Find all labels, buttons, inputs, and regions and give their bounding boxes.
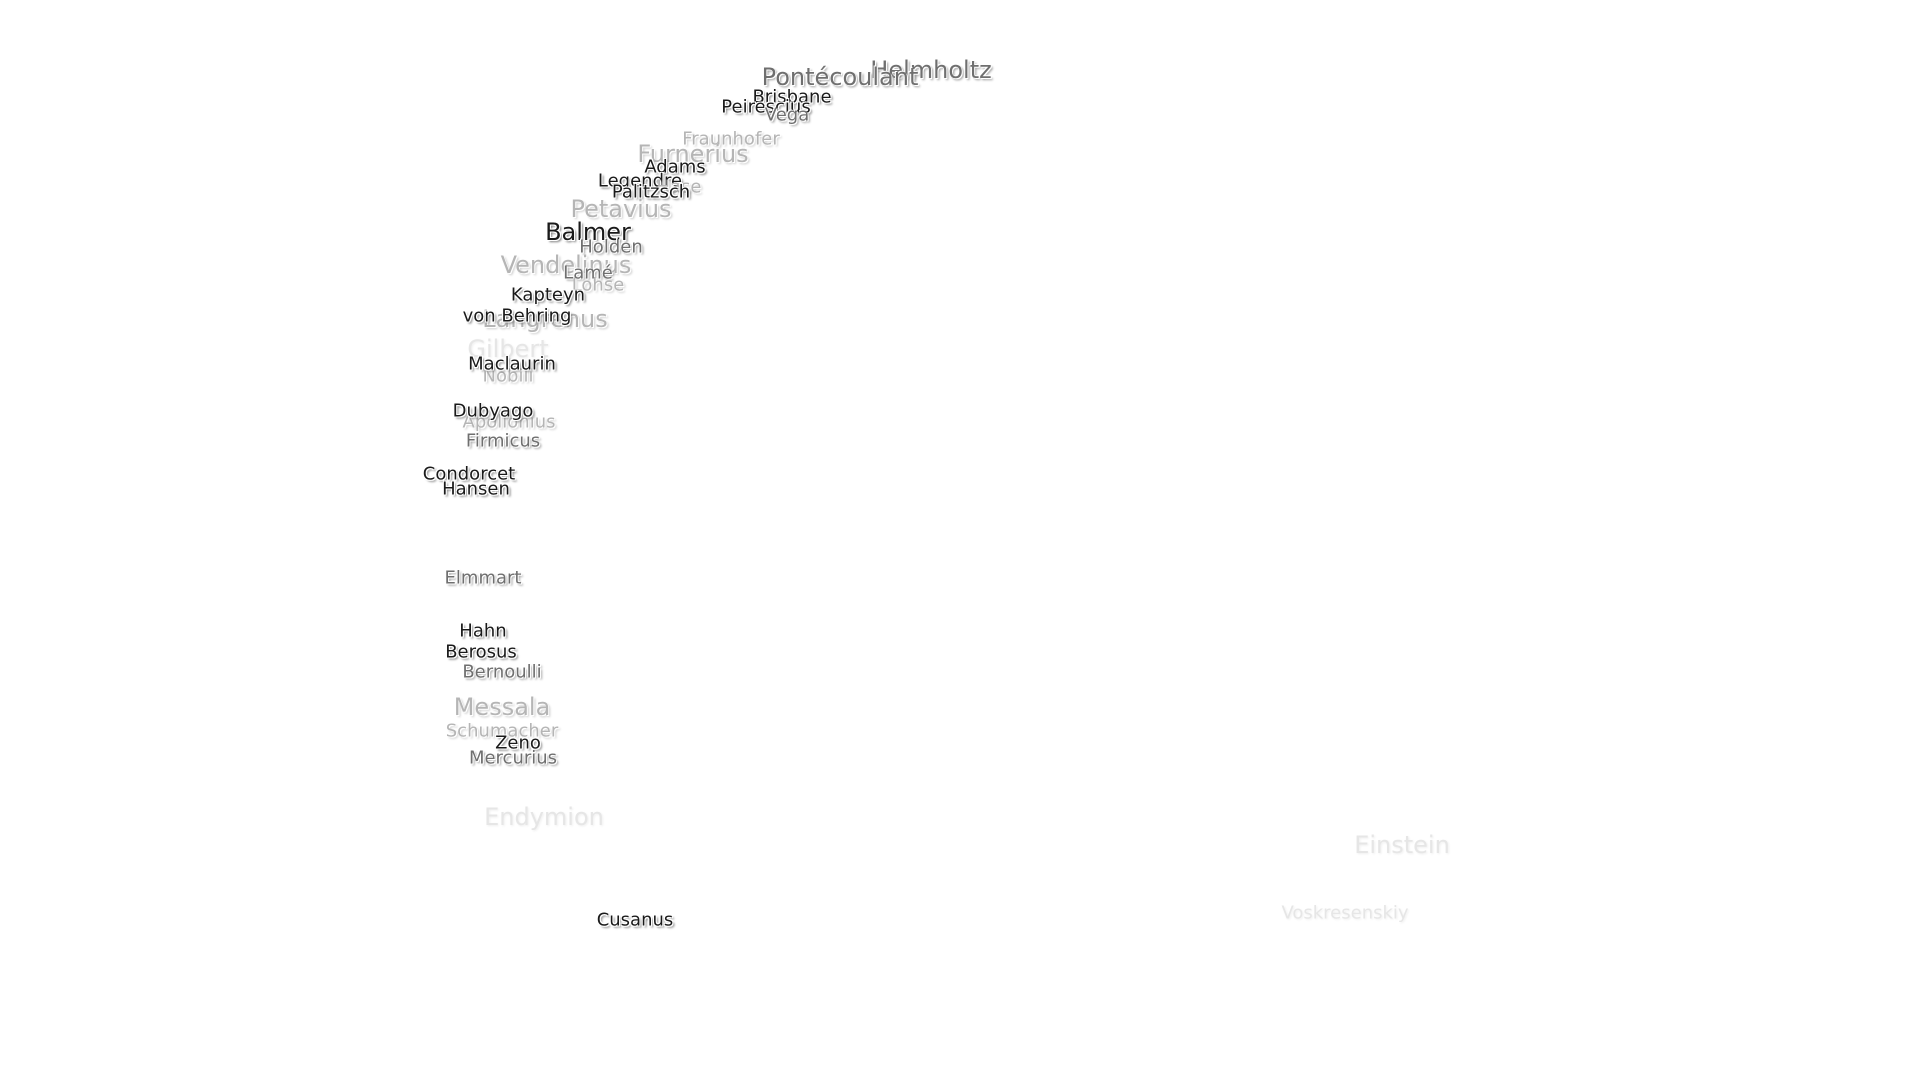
crater-label: Balmer (545, 218, 631, 246)
crater-label: Vendelinus (500, 251, 632, 279)
crater-label: Gilbert (467, 335, 549, 363)
crater-label: Hase (656, 176, 702, 198)
crater-label: Zeno (495, 732, 541, 754)
crater-label: Petavius (570, 195, 672, 223)
crater-label: Hansen (442, 478, 510, 500)
crater-label: Nobili (482, 365, 534, 387)
crater-label: Firmicus (465, 430, 541, 452)
crater-label: Pontécoulant (761, 63, 919, 91)
crater-label: Vega (764, 104, 810, 126)
crater-label: Hahn (459, 620, 507, 642)
crater-label: Fraunhofer (682, 128, 780, 150)
crater-label: Kapteyn (510, 284, 586, 306)
crater-label: von Behring (462, 305, 572, 327)
crater-label: Messala (453, 693, 551, 721)
crater-label: Helmholtz (870, 56, 992, 84)
crater-label: Peirescius (721, 96, 811, 118)
crater-label: Endymion (484, 803, 604, 831)
crater-label: Apollonius (462, 411, 556, 433)
crater-label: Voskresenskiy (1281, 902, 1409, 924)
crater-label: Langrenus (482, 305, 608, 333)
crater-label: Lamé (563, 262, 613, 284)
crater-label: Mercurius (468, 747, 558, 769)
crater-label: Einstein (1354, 831, 1450, 859)
crater-label: Furnerius (637, 140, 749, 168)
crater-label: Holden (579, 236, 643, 258)
crater-label: Dubyago (452, 400, 534, 422)
crater-label: Palitzsch (611, 181, 691, 203)
crater-label: Berosus (445, 641, 517, 663)
crater-label: Condorcet (422, 463, 516, 485)
crater-label: Brisbane (752, 86, 832, 108)
crater-label: Elmmart (444, 567, 522, 589)
crater-label: Bernoulli (462, 661, 542, 683)
crater-label: Legendre (597, 170, 683, 192)
crater-label: Lohse (571, 274, 625, 296)
crater-label: Schumacher (445, 720, 559, 742)
crater-label: Cusanus (596, 909, 674, 931)
crater-label: Maclaurin (468, 353, 556, 375)
crater-label: Adams (644, 156, 706, 178)
